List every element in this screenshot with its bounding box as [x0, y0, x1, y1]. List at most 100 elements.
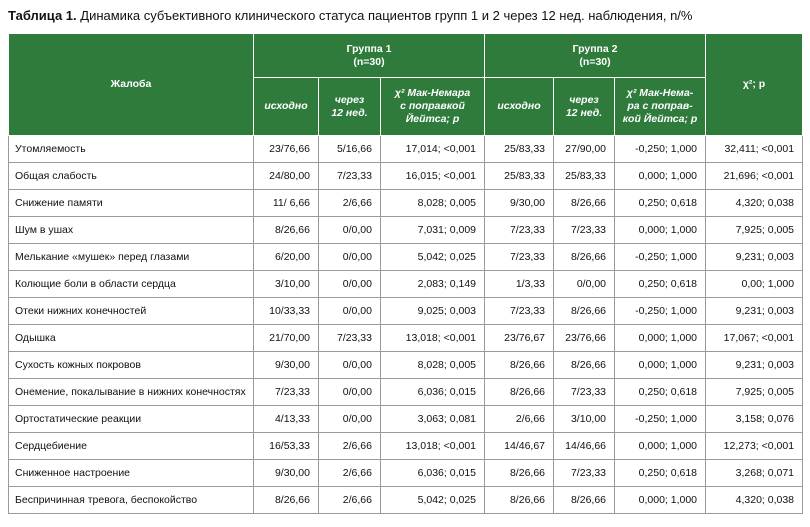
table-row: Сухость кожных покровов 9/30,00 0/0,00 8,02… — [8, 351, 804, 379]
title-label: Таблица 1. — [8, 8, 77, 23]
value-cell: 0/0,00 — [318, 297, 381, 325]
sub-header: χ² Мак-Нема-ра с поправ-кой Йейтса; p — [614, 77, 707, 136]
group-header: Группа 1 (n=30) — [252, 33, 486, 78]
value-cell: 7/23,33 — [484, 297, 555, 325]
value-cell: 21,696; <0,001 — [705, 162, 804, 190]
header-line: Группа 2 — [572, 42, 618, 55]
value-cell: 23/76,66 — [253, 135, 319, 163]
value-cell: -0,250; 1,000 — [614, 405, 707, 433]
value-cell: -0,250; 1,000 — [614, 243, 707, 271]
complaint-cell: Сердцебиение — [8, 432, 254, 460]
value-cell: 7/23,33 — [553, 378, 616, 406]
header-line: через — [334, 93, 365, 106]
value-cell: 11/ 6,66 — [253, 189, 319, 217]
value-cell: 0,000; 1,000 — [614, 432, 707, 460]
value-cell: 7/23,33 — [318, 162, 381, 190]
header-line: кой Йейтса; p — [622, 113, 698, 125]
value-cell: 8/26,66 — [553, 243, 616, 271]
header-line: Йейтса; p — [405, 113, 460, 125]
value-cell: 7/23,33 — [253, 378, 319, 406]
value-cell: 5/16,66 — [318, 135, 381, 163]
value-cell: 0/0,00 — [318, 351, 381, 379]
value-cell: 9,231; 0,003 — [705, 243, 804, 271]
value-cell: 3,268; 0,071 — [705, 459, 804, 487]
header-line: исходно — [497, 100, 541, 112]
complaint-cell: Сухость кожных покровов — [8, 351, 254, 379]
value-cell: 2/6,66 — [318, 486, 381, 514]
value-cell: 17,067; <0,001 — [705, 324, 804, 352]
sub-header: исходно — [253, 77, 319, 136]
complaint-cell: Мелькание «мушек» перед глазами — [8, 243, 254, 271]
value-cell: 0,250; 0,618 — [614, 459, 707, 487]
table-row: Утомляемость 23/76,66 5/16,66 17,014; <0,00… — [8, 135, 804, 163]
header-line: (n=30) — [579, 55, 611, 68]
table-row: Сниженное настроение 9/30,00 2/6,66 6,036; … — [8, 459, 804, 487]
header-line: с поправкой — [400, 100, 465, 112]
value-cell: 5,042; 0,025 — [379, 243, 486, 271]
value-cell: 0/0,00 — [318, 216, 381, 244]
header-line: Группа 1 — [346, 42, 392, 55]
value-cell: 6,036; 0,015 — [379, 378, 486, 406]
value-cell: 8/26,66 — [253, 486, 319, 514]
value-cell: 0,250; 0,618 — [614, 189, 707, 217]
value-cell: 2/6,66 — [318, 432, 381, 460]
value-cell: 3/10,00 — [253, 270, 319, 298]
value-cell: 2/6,66 — [318, 459, 381, 487]
value-cell: 9/30,00 — [253, 459, 319, 487]
value-cell: -0,250; 1,000 — [614, 135, 707, 163]
header-line: 12 нед. — [331, 106, 368, 119]
header-line: 12 нед. — [565, 106, 603, 119]
table-row: Онемение, покалывание в нижних конечност… — [8, 378, 804, 406]
group-header: Группа 2 (n=30) — [484, 33, 707, 78]
value-cell: 25/83,33 — [484, 135, 555, 163]
value-cell: 21/70,00 — [253, 324, 319, 352]
value-cell: 3,063; 0,081 — [379, 405, 486, 433]
header-line: исходно — [264, 100, 308, 112]
value-cell: 12,273; <0,001 — [705, 432, 804, 460]
header-line: через — [569, 93, 599, 106]
complaint-cell: Общая слабость — [8, 162, 254, 190]
value-cell: 6/20,00 — [253, 243, 319, 271]
complaint-cell: Беспричинная тревога, беспокойство — [8, 486, 254, 514]
header-row: исходно через 12 нед. χ² Мак-Немара с поправ… — [9, 77, 803, 136]
header-line: ра с поправ- — [627, 100, 693, 112]
value-cell: 25/83,33 — [553, 162, 616, 190]
value-cell: 0,000; 1,000 — [614, 486, 707, 514]
header-row: Жалоба Группа 1 (n=30) Группа 2 (n=30) χ²; p — [8, 33, 804, 136]
value-cell: 0/0,00 — [318, 270, 381, 298]
value-cell: 0,000; 1,000 — [614, 162, 707, 190]
value-cell: 8,028; 0,005 — [379, 351, 486, 379]
complaint-cell: Ортостатические реакции — [8, 405, 254, 433]
header-line: χ² Мак-Нема- — [626, 87, 694, 99]
value-cell: 8,028; 0,005 — [379, 189, 486, 217]
value-cell: 8/26,66 — [553, 486, 616, 514]
value-cell: 7,031; 0,009 — [379, 216, 486, 244]
value-cell: 2,083; 0,149 — [379, 270, 486, 298]
value-cell: 8/26,66 — [253, 216, 319, 244]
value-cell: 4/13,33 — [253, 405, 319, 433]
table-row: Сердцебиение 16/53,33 2/6,66 13,018; <0,001… — [8, 432, 804, 460]
sub-header: исходно — [484, 77, 555, 136]
complaint-cell: Утомляемость — [8, 135, 254, 163]
value-cell: 2/6,66 — [318, 189, 381, 217]
value-cell: 9/30,00 — [253, 351, 319, 379]
value-cell: -0,250; 1,000 — [614, 297, 707, 325]
value-cell: 6,036; 0,015 — [379, 459, 486, 487]
value-cell: 10/33,33 — [253, 297, 319, 325]
value-cell: 25/83,33 — [484, 162, 555, 190]
table-row: Снижение памяти 11/ 6,66 2/6,66 8,028; 0,00… — [8, 189, 804, 217]
complaint-cell: Колющие боли в области сердца — [8, 270, 254, 298]
value-cell: 0,250; 0,618 — [614, 270, 707, 298]
table-row: Беспричинная тревога, беспокойство 8/26,6… — [8, 486, 804, 514]
value-cell: 0,000; 1,000 — [614, 324, 707, 352]
value-cell: 0,250; 0,618 — [614, 378, 707, 406]
complaint-cell: Снижение памяти — [8, 189, 254, 217]
value-cell: 3,158; 0,076 — [705, 405, 804, 433]
table-row: Отеки нижних конечностей 10/33,33 0/0,00 9,… — [8, 297, 804, 325]
value-cell: 3/10,00 — [553, 405, 616, 433]
value-cell: 16,015; <0,001 — [379, 162, 486, 190]
value-cell: 13,018; <0,001 — [379, 432, 486, 460]
value-cell: 14/46,67 — [484, 432, 555, 460]
value-cell: 0/0,00 — [318, 405, 381, 433]
